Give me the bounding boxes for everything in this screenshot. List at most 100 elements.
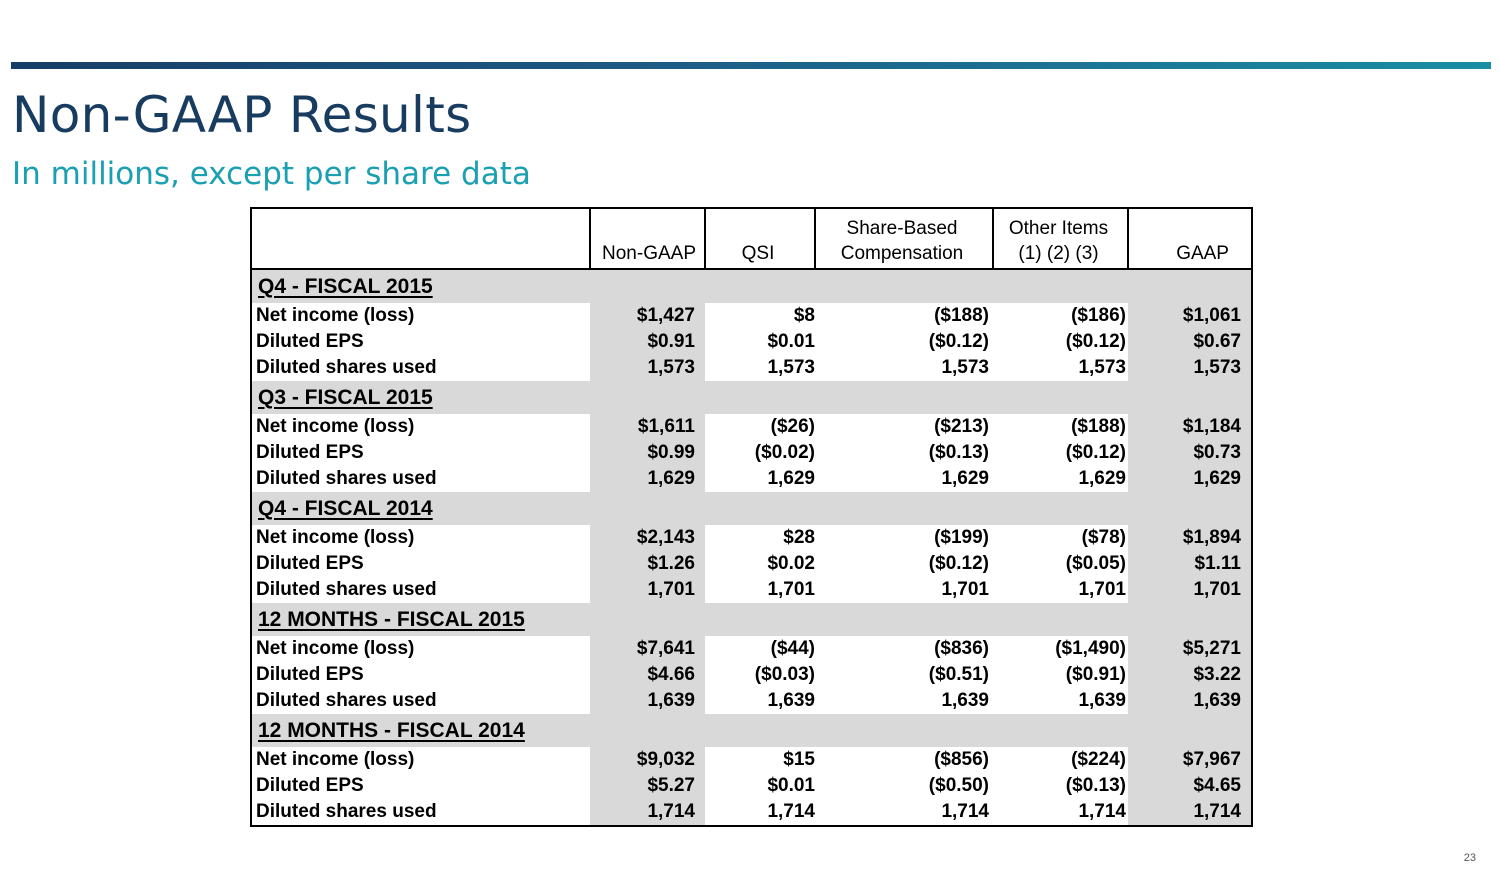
- cell-qsi: ($26): [705, 414, 815, 440]
- cell-non-gaap: $2,143: [590, 525, 705, 551]
- cell-other-items-value: ($0.05): [1065, 553, 1126, 574]
- cell-gaap: $1,061: [1128, 303, 1252, 329]
- cell-other-items-value: ($1,490): [1055, 638, 1126, 659]
- cell-non-gaap-value: 1,573: [647, 357, 695, 378]
- cell-share-based-compensation-value: ($0.12): [928, 331, 989, 352]
- cell-non-gaap: 1,629: [590, 466, 705, 492]
- table-row: Diluted shares used 1,573 1,573 1,573 1,573 1…: [251, 355, 1252, 381]
- cell-share-based-compensation: ($188): [815, 303, 993, 329]
- cell-other-items: ($0.12): [993, 329, 1128, 355]
- row-label: Diluted shares used: [251, 577, 590, 603]
- cell-other-items-value: ($0.12): [1065, 331, 1126, 352]
- table-row: Net income (loss) $2,143 $28 ($199) ($78) $1,…: [251, 525, 1252, 551]
- cell-qsi-value: $0.01: [767, 331, 815, 352]
- cell-other-items: ($0.13): [993, 773, 1128, 799]
- cell-share-based-compensation: ($856): [815, 747, 993, 773]
- page-subtitle: In millions, except per share data: [12, 156, 531, 192]
- table-row: Diluted EPS $1.26 $0.02 ($0.12) ($0.05) $1.11: [251, 551, 1252, 577]
- header-non-gaap: Non-GAAP: [589, 207, 706, 270]
- cell-other-items: 1,573: [993, 355, 1128, 381]
- cell-share-based-compensation-value: ($0.13): [928, 442, 989, 463]
- cell-qsi: 1,573: [705, 355, 815, 381]
- row-label: Net income (loss): [251, 636, 590, 662]
- cell-share-based-compensation: ($0.13): [815, 440, 993, 466]
- non-gaap-results-table: Non-GAAP QSI Share-Based Compensation Ot…: [250, 207, 1253, 827]
- cell-other-items-value: 1,573: [1078, 357, 1126, 378]
- cell-other-items: ($0.12): [993, 440, 1128, 466]
- cell-qsi: 1,714: [705, 799, 815, 826]
- page-number: 23: [1463, 852, 1476, 864]
- cell-non-gaap-value: $4.66: [647, 664, 695, 685]
- cell-non-gaap: 1,573: [590, 355, 705, 381]
- row-label: Net income (loss): [251, 747, 590, 773]
- cell-share-based-compensation-value: ($188): [934, 305, 989, 326]
- cell-non-gaap-value: $7,641: [636, 638, 695, 659]
- cell-non-gaap-value: $1,611: [637, 416, 695, 437]
- header-other-line1: Other Items: [1008, 218, 1109, 239]
- row-label: Diluted shares used: [251, 466, 590, 492]
- table-row: Net income (loss) $1,611 ($26) ($213) ($188)…: [251, 414, 1252, 440]
- cell-share-based-compensation: 1,573: [815, 355, 993, 381]
- cell-qsi: 1,629: [705, 466, 815, 492]
- section-title: 12 MONTHS - FISCAL 2014: [258, 718, 525, 742]
- cell-gaap-value: $1,894: [1182, 527, 1241, 548]
- cell-gaap-value: $1.11: [1194, 553, 1242, 574]
- section-header-row: Q3 - FISCAL 2015: [251, 381, 1252, 414]
- cell-non-gaap: 1,714: [590, 799, 705, 826]
- cell-gaap-value: $7,967: [1182, 749, 1241, 770]
- cell-non-gaap: $9,032: [590, 747, 705, 773]
- cell-other-items: 1,629: [993, 466, 1128, 492]
- header-sbc-line2: Compensation: [840, 243, 964, 264]
- table-row: Diluted EPS $0.99 ($0.02) ($0.13) ($0.12) $0.…: [251, 440, 1252, 466]
- cell-qsi-value: $0.02: [767, 553, 815, 574]
- cell-other-items-value: 1,701: [1078, 579, 1126, 600]
- cell-other-items: ($188): [993, 414, 1128, 440]
- cell-other-items-value: 1,639: [1078, 690, 1126, 711]
- cell-gaap-value: 1,639: [1193, 690, 1241, 711]
- cell-qsi: $8: [705, 303, 815, 329]
- cell-non-gaap: $1,427: [590, 303, 705, 329]
- cell-non-gaap-value: $9,032: [636, 749, 695, 770]
- section-header-cell: Q4 - FISCAL 2014: [251, 492, 1252, 525]
- header-other-line2: (1) (2) (3): [1018, 243, 1099, 264]
- cell-gaap: $3.22: [1128, 662, 1252, 688]
- cell-qsi-value: 1,629: [767, 468, 815, 489]
- cell-qsi-value: $28: [783, 527, 815, 548]
- cell-qsi: 1,701: [705, 577, 815, 603]
- cell-qsi: ($44): [705, 636, 815, 662]
- cell-gaap-value: $4.65: [1193, 775, 1241, 796]
- cell-gaap: 1,714: [1128, 799, 1252, 826]
- cell-other-items: 1,701: [993, 577, 1128, 603]
- cell-non-gaap: $1.26: [590, 551, 705, 577]
- cell-non-gaap: $1,611: [590, 414, 705, 440]
- cell-other-items-value: 1,714: [1078, 801, 1126, 822]
- cell-share-based-compensation: ($836): [815, 636, 993, 662]
- header-share-based-compensation: Share-Based Compensation: [814, 207, 994, 270]
- top-accent-rule: [11, 62, 1491, 69]
- table-row: Net income (loss) $1,427 $8 ($188) ($186) $1,…: [251, 303, 1252, 329]
- table-row: Net income (loss) $7,641 ($44) ($836) ($1,49…: [251, 636, 1252, 662]
- section-header-cell: Q4 - FISCAL 2015: [251, 269, 1252, 303]
- cell-share-based-compensation-value: ($0.51): [928, 664, 989, 685]
- cell-gaap-value: $0.67: [1193, 331, 1241, 352]
- header-qsi: QSI: [704, 207, 816, 270]
- cell-qsi: $15: [705, 747, 815, 773]
- cell-share-based-compensation-value: ($0.50): [928, 775, 989, 796]
- cell-qsi-value: $0.01: [767, 775, 815, 796]
- row-label: Net income (loss): [251, 414, 590, 440]
- cell-other-items: ($0.05): [993, 551, 1128, 577]
- cell-share-based-compensation-value: ($836): [934, 638, 989, 659]
- cell-other-items-value: ($0.91): [1065, 664, 1126, 685]
- cell-non-gaap-value: 1,629: [647, 468, 695, 489]
- cell-non-gaap-value: 1,701: [647, 579, 695, 600]
- cell-share-based-compensation-value: 1,639: [941, 690, 989, 711]
- cell-share-based-compensation: ($0.12): [815, 551, 993, 577]
- cell-other-items-value: ($186): [1071, 305, 1126, 326]
- cell-gaap-value: $0.73: [1193, 442, 1241, 463]
- row-label: Diluted shares used: [251, 355, 590, 381]
- section-header-row: 12 MONTHS - FISCAL 2015: [251, 603, 1252, 636]
- row-label: Diluted EPS: [251, 662, 590, 688]
- cell-share-based-compensation-value: ($856): [934, 749, 989, 770]
- section-header-cell: 12 MONTHS - FISCAL 2014: [251, 714, 1252, 747]
- cell-other-items-value: ($224): [1071, 749, 1126, 770]
